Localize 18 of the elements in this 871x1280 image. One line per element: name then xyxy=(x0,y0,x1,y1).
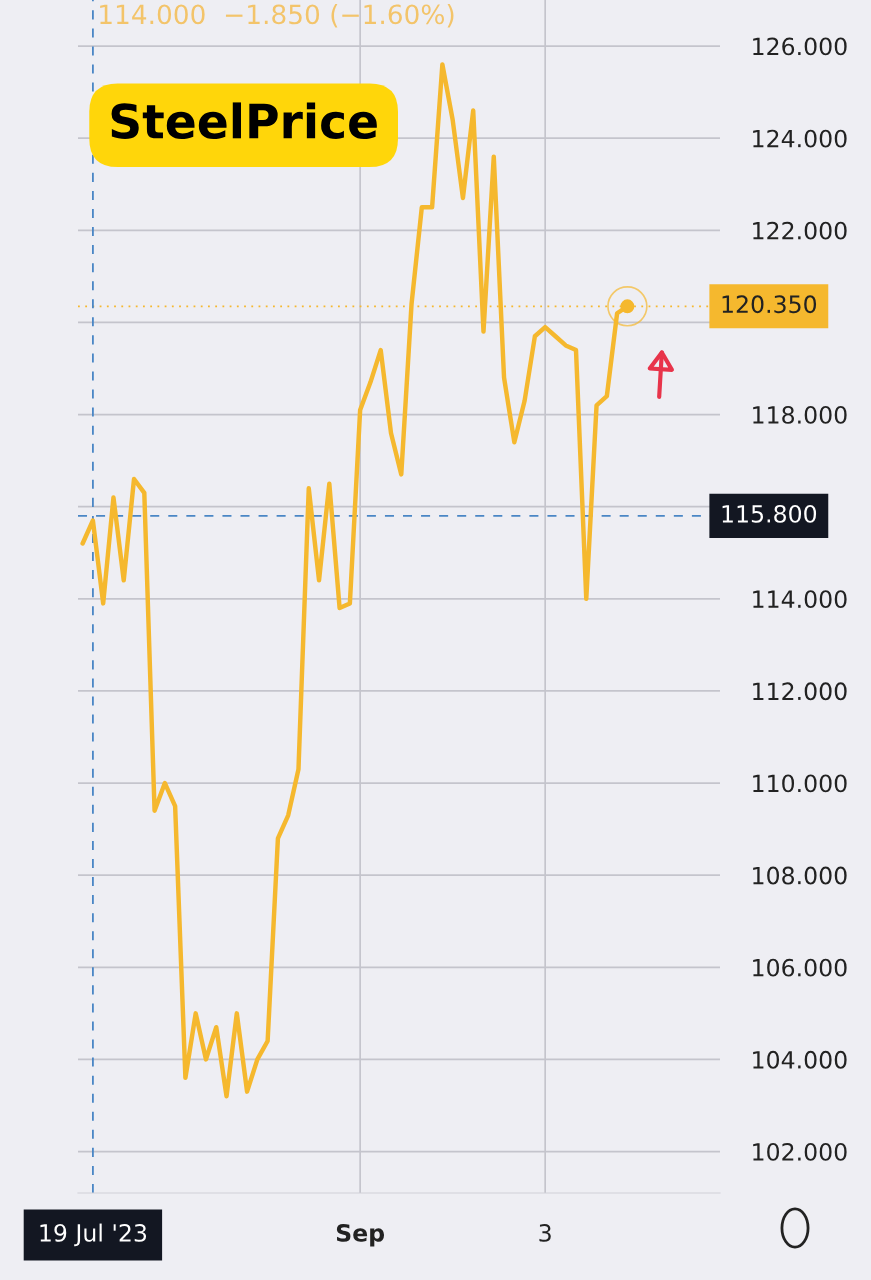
annotation: 114.000 −1.850 (−1.60%) xyxy=(100,3,454,28)
y-tick-label: 108.000 xyxy=(753,866,847,885)
y-tick-label: 126.000 xyxy=(753,37,847,56)
y-tick-label: 122.000 xyxy=(753,221,847,240)
x-tick-label: 19 Jul '23 xyxy=(40,1223,147,1247)
y-tick-label: 114.000 xyxy=(753,590,847,609)
y-tick-label: 102.000 xyxy=(753,1142,847,1161)
y-tick-label: 110.000 xyxy=(753,774,847,793)
ref-line-label: 115.800 xyxy=(722,504,817,523)
ref-line-label: 120.350 xyxy=(722,295,817,314)
y-tick-label: 104.000 xyxy=(753,1050,847,1069)
y-tick-label: 118.000 xyxy=(753,406,847,424)
text: SteelPrice xyxy=(111,102,377,139)
y-tick-label: 112.000 xyxy=(753,682,847,701)
y-tick-label: 124.000 xyxy=(753,129,847,148)
x-tick-label: Sep xyxy=(336,1223,385,1247)
y-tick-label: 106.000 xyxy=(753,958,847,977)
x-tick-label: 3 xyxy=(539,1223,551,1242)
